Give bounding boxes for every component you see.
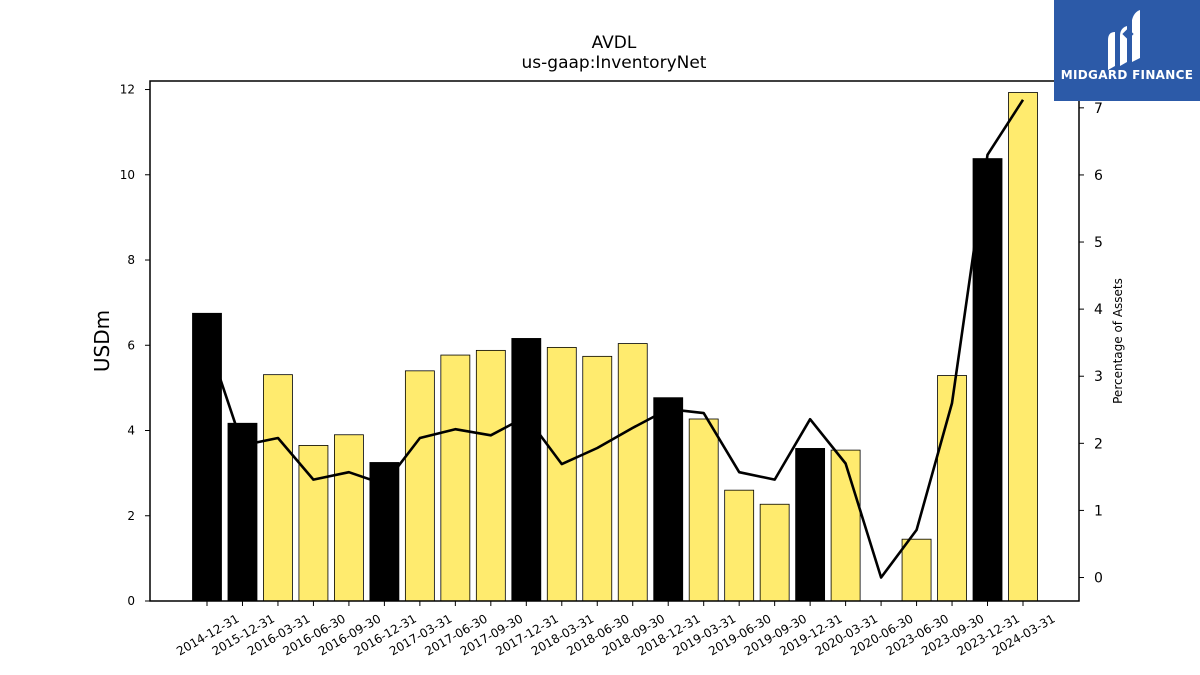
bar-2023-06-30 <box>901 538 932 602</box>
y-axis-label: USDm <box>90 310 114 372</box>
percent-of-assets-line <box>205 99 1025 579</box>
plot-frame <box>149 80 1080 602</box>
bar-2020-03-31 <box>830 449 861 602</box>
y2tick-label: 5 <box>1094 235 1103 251</box>
bar-2018-03-31 <box>546 346 577 602</box>
y2tick-label: 7 <box>1094 101 1103 117</box>
bar-2023-09-30 <box>937 375 967 602</box>
y2tick-label: 6 <box>1094 168 1103 184</box>
bar-2019-03-31 <box>688 418 719 602</box>
bar-2019-12-31 <box>795 448 826 602</box>
bar-2014-12-31 <box>192 312 222 602</box>
y2tick-label: 4 <box>1094 302 1103 318</box>
bar-2016-06-30 <box>298 445 329 602</box>
bar-2024-03-31 <box>1008 92 1038 602</box>
y2-axis-label: Percentage of Assets <box>1111 278 1125 404</box>
y2tick-label: 3 <box>1094 369 1103 385</box>
chart-title: AVDL <box>592 33 637 53</box>
ytick-label: 12 <box>120 83 135 97</box>
bar-2016-03-31 <box>263 374 293 602</box>
right-axis-ticks: 0 1 2 3 4 5 6 7 <box>1079 101 1103 587</box>
bar-2016-09-30 <box>334 434 364 602</box>
bar-2017-12-31 <box>511 338 542 602</box>
ytick-label: 2 <box>127 509 135 523</box>
bar-2019-06-30 <box>724 489 755 602</box>
bar-2018-09-30 <box>617 343 648 602</box>
chart-subtitle: us-gaap:InventoryNet <box>522 53 707 73</box>
bar-2015-12-31 <box>227 422 258 602</box>
brand-name: MIDGARD FINANCE <box>1060 68 1194 82</box>
ytick-label: 8 <box>127 253 135 267</box>
bar-2017-06-30 <box>440 354 471 602</box>
y2tick-label: 2 <box>1094 436 1103 452</box>
bar-2018-12-31 <box>653 397 684 602</box>
ytick-label: 10 <box>120 168 135 182</box>
brand-logo: MIDGARD FINANCE <box>1054 0 1200 101</box>
ytick-label: 0 <box>127 594 135 608</box>
bars-group <box>192 92 1038 602</box>
bar-2017-03-31 <box>404 370 435 602</box>
ytick-label: 4 <box>127 424 135 438</box>
x-axis-ticks: 2014-12-312015-12-312016-03-312016-06-30… <box>174 601 1058 658</box>
y2tick-label: 0 <box>1094 571 1103 587</box>
y2tick-label: 1 <box>1094 503 1103 519</box>
bar-2017-09-30 <box>475 349 506 602</box>
left-axis-ticks: 0 2 4 6 8 10 12 <box>120 83 150 608</box>
bar-2018-06-30 <box>582 355 613 602</box>
ytick-label: 6 <box>127 338 135 352</box>
midgard-m-icon <box>1108 10 1140 70</box>
bar-2019-09-30 <box>759 503 790 602</box>
